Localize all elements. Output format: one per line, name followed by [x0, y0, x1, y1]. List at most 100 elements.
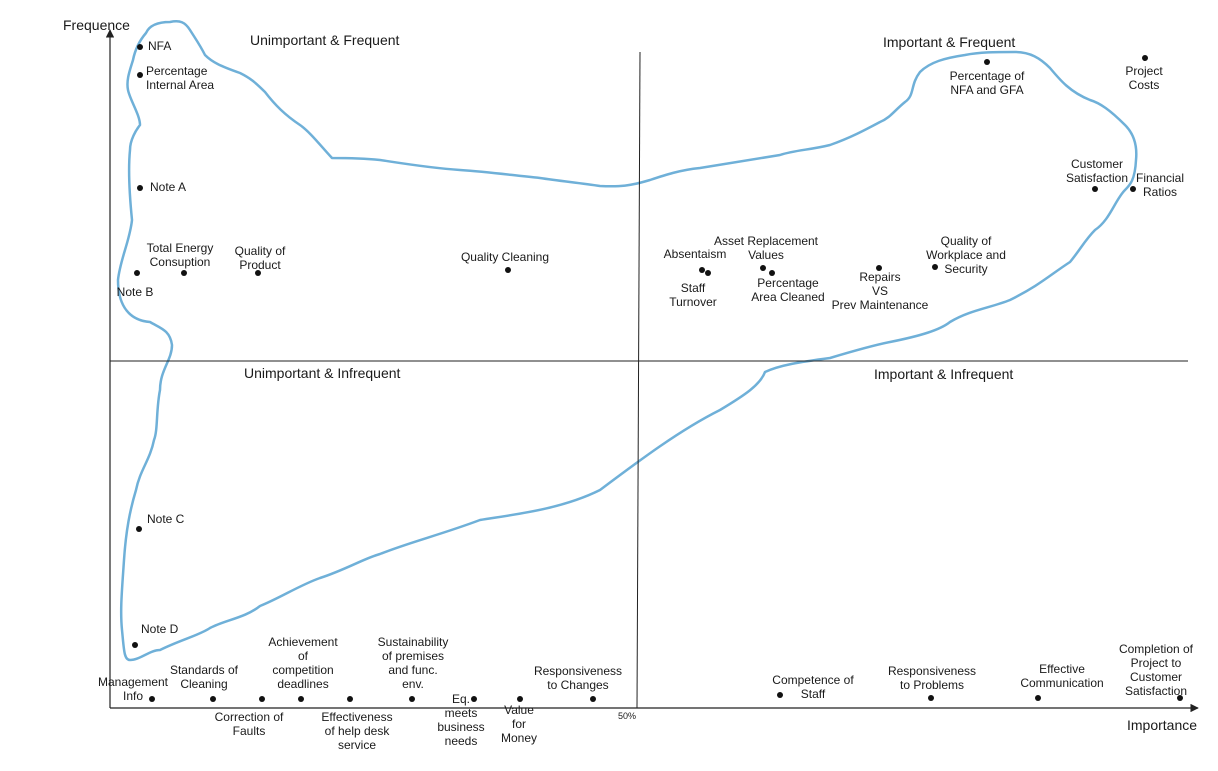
- point-label-line: Internal Area: [146, 78, 214, 92]
- point-label-line: of help desk: [325, 724, 391, 738]
- point-label-line: VS: [872, 284, 888, 298]
- point-marker: [517, 696, 523, 702]
- point-label-line: Management: [98, 675, 169, 689]
- point-label: Value for Money: [501, 703, 537, 745]
- point-competence-of-staff: Competence of Staff: [772, 673, 854, 701]
- point-marker: [471, 696, 477, 702]
- y-axis-label: Frequence: [63, 17, 130, 33]
- point-label-line: Note B: [117, 285, 154, 299]
- point-marker: [1142, 55, 1148, 61]
- point-financial-ratios: Financial Ratios: [1130, 171, 1184, 199]
- point-label: Percentage of NFA and GFA: [950, 69, 1025, 97]
- point-note-b: Note B: [117, 270, 154, 299]
- point-percentage-internal-area: Percentage Internal Area: [137, 64, 214, 92]
- point-label-line: Sustainability: [378, 635, 449, 649]
- point-quality-cleaning: Quality Cleaning: [461, 250, 549, 273]
- point-label: Note D: [141, 622, 179, 636]
- point-label: Effectiveness of help desk service: [321, 710, 392, 752]
- point-quality-of-product: Quality of Product: [235, 244, 286, 276]
- point-label-line: Responsiveness: [534, 664, 622, 678]
- point-label: Effective Communication: [1020, 662, 1103, 690]
- point-label: Achievement of competition deadlines: [268, 635, 338, 691]
- point-label-line: Achievement: [268, 635, 338, 649]
- point-label-line: Note C: [147, 512, 185, 526]
- point-label-line: Eq.: [452, 692, 470, 706]
- point-label-line: Customer: [1071, 157, 1123, 171]
- point-marker: [932, 264, 938, 270]
- point-label-line: Absentaism: [664, 247, 727, 261]
- point-percentage-area-cleaned: Percentage Area Cleaned: [751, 270, 825, 304]
- point-label-line: Cleaning: [180, 677, 227, 691]
- point-correction-of-faults: Correction of Faults: [215, 696, 284, 738]
- point-label: Note B: [117, 285, 154, 299]
- point-achievement-of-competition-deadlines: Achievement of competition deadlines: [268, 635, 338, 702]
- point-label: Responsiveness to Changes: [534, 664, 622, 692]
- point-label-line: Product: [239, 258, 281, 272]
- point-marker: [1130, 186, 1136, 192]
- point-note-c: Note C: [136, 512, 185, 532]
- point-label: Competence of Staff: [772, 673, 854, 701]
- point-marker: [137, 44, 143, 50]
- point-eq-meets-business-needs: Eq. meets business needs: [437, 692, 484, 748]
- point-label-line: Faults: [233, 724, 266, 738]
- point-marker: [137, 72, 143, 78]
- point-label-line: Satisfaction: [1066, 171, 1128, 185]
- point-label-line: service: [338, 738, 376, 752]
- point-marker: [705, 270, 711, 276]
- point-marker: [210, 696, 216, 702]
- x-axis-label: Importance: [1127, 717, 1197, 733]
- point-marker: [769, 270, 775, 276]
- quadrant-label-top-right: Important & Frequent: [883, 34, 1015, 50]
- point-completion-of-project: Completion of Project to Customer Satisfact…: [1119, 642, 1194, 701]
- point-label-line: meets: [445, 706, 478, 720]
- point-responsiveness-to-changes: Responsiveness to Changes: [534, 664, 622, 702]
- point-label-line: Financial: [1136, 171, 1184, 185]
- point-label: NFA: [148, 39, 171, 53]
- point-marker: [134, 270, 140, 276]
- point-label: Eq. meets business needs: [437, 692, 484, 748]
- point-label: Staff Turnover: [669, 281, 717, 309]
- point-label: Absentaism: [664, 247, 727, 261]
- highlight-outline: [116, 20, 1138, 662]
- vertical-divider: [636, 51, 641, 709]
- point-label-line: Note D: [141, 622, 179, 636]
- point-marker: [298, 696, 304, 702]
- point-label-line: Communication: [1020, 676, 1103, 690]
- point-label-line: Total Energy: [147, 241, 214, 255]
- point-marker: [590, 696, 596, 702]
- point-asset-replacement-values: Asset Replacement Values: [714, 234, 819, 271]
- point-label: Percentage Area Cleaned: [751, 276, 824, 304]
- point-marker: [876, 265, 882, 271]
- point-label-line: Standards of: [170, 663, 239, 677]
- point-percentage-of-nfa-and-gfa: Percentage of NFA and GFA: [950, 59, 1025, 97]
- point-label-line: Value: [504, 703, 534, 717]
- point-label-line: Staff: [801, 687, 826, 701]
- point-marker: [1035, 695, 1041, 701]
- point-label: Financial Ratios: [1136, 171, 1184, 199]
- point-label: Quality of Workplace and Security: [926, 234, 1006, 276]
- point-label-line: of premises: [382, 649, 444, 663]
- point-marker: [409, 696, 415, 702]
- point-label-line: Project: [1125, 64, 1163, 78]
- point-label-line: for: [512, 717, 526, 731]
- point-repairs-vs-prev-maintenance: Repairs VS Prev Maintenance: [832, 265, 929, 312]
- point-label-line: Staff: [681, 281, 706, 295]
- point-label-line: Security: [944, 262, 987, 276]
- point-label-line: NFA and GFA: [950, 83, 1023, 97]
- point-label: Management Info: [98, 675, 169, 703]
- point-label-line: Asset Replacement: [714, 234, 819, 248]
- point-label-line: Percentage: [757, 276, 819, 290]
- point-label-line: Completion of: [1119, 642, 1194, 656]
- point-label-line: Satisfaction: [1125, 684, 1187, 698]
- point-label-line: Percentage of: [950, 69, 1025, 83]
- point-marker: [928, 695, 934, 701]
- point-value-for-money: Value for Money: [501, 696, 537, 745]
- point-label-line: deadlines: [277, 677, 328, 691]
- point-label-line: Percentage: [146, 64, 208, 78]
- point-label-line: and func.: [388, 663, 437, 677]
- point-marker: [255, 270, 261, 276]
- point-label: Asset Replacement Values: [714, 234, 819, 262]
- point-label-line: NFA: [148, 39, 171, 53]
- point-label-line: Repairs: [859, 270, 900, 284]
- point-label-line: Effectiveness: [321, 710, 392, 724]
